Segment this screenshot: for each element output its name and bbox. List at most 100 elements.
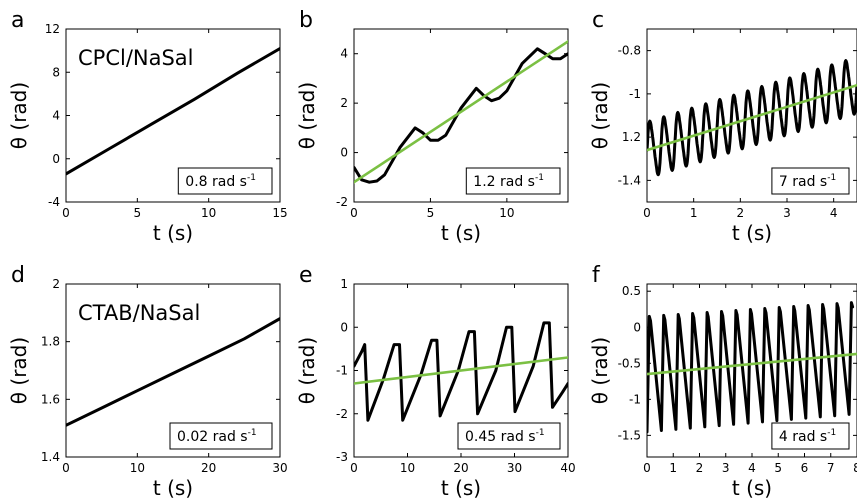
rate-label-box (771, 167, 850, 195)
y-tick-label: -0.5 (618, 356, 641, 370)
x-axis-label: t (s) (153, 476, 193, 499)
rate-label: 0.02 rad s-1 (177, 428, 257, 445)
plot-area-a (66, 47, 280, 176)
y-tick-label: 8 (52, 65, 60, 79)
plot-area-b (354, 40, 568, 184)
x-tick-label: 6 (801, 461, 809, 475)
rate-label-exponent: -1 (535, 173, 544, 183)
panel-c: c0 1 2 3 4-1.41.2-1-0.8t (s)θ (rad)7 rad s-1 (588, 8, 857, 245)
rate-label-exponent: -1 (536, 428, 545, 438)
y-tick-label: 4 (340, 47, 348, 61)
y-tick-label: -3 (336, 450, 348, 464)
x-tick-label: 30 (272, 461, 287, 475)
panel-letter-e: e (299, 263, 313, 288)
y-tick-label: 0 (633, 320, 641, 334)
y-tick-label: -2 (336, 195, 348, 209)
y-tick-label: -1.5 (618, 428, 641, 442)
rate-label-exponent: -1 (248, 428, 257, 438)
rate-label-box (457, 422, 561, 450)
rate-label: 4 rad s-1 (779, 428, 836, 445)
y-tick-label: 0 (52, 152, 60, 166)
fit-line-f (647, 352, 857, 376)
x-axis-label: t (s) (732, 476, 772, 499)
rate-label: 1.2 rad s-1 (473, 173, 544, 190)
axes-frame-b (353, 28, 569, 203)
rate-label-box (177, 167, 273, 195)
fit-line-c (647, 83, 857, 152)
fit-line-e (354, 356, 568, 385)
y-tick-label: 0 (340, 146, 348, 160)
y-tick-label: 1 (340, 277, 348, 291)
y-tick-label: -1 (336, 364, 348, 378)
x-tick-label: 5 (427, 206, 435, 220)
x-tick-label: 7 (827, 461, 835, 475)
panel-letter-c: c (592, 8, 604, 33)
y-tick-label: 2 (52, 277, 60, 291)
panel-f: f 0 1 2 3 4 5 6 7 8 -1.5 -1 -0.5 0 0.5 t (s) θ (rad) 4 ra… (588, 263, 857, 499)
x-tick-label: 5 (774, 461, 782, 475)
panel-letter-d: d (11, 263, 25, 288)
x-tick-label: 10 (499, 206, 514, 220)
x-tick-label: 0 (643, 206, 651, 220)
x-tick-label: 0 (350, 206, 358, 220)
material-label: CTAB/NaSal (78, 301, 200, 325)
y-tick-label: -1 (629, 392, 641, 406)
x-tick-label: 5 (134, 206, 142, 220)
x-tick-label: 4 (830, 206, 838, 220)
x-tick-label: 4 (748, 461, 756, 475)
x-axis-label: t (s) (732, 221, 772, 245)
y-tick-label: 1.4 (41, 450, 60, 464)
x-axis-label: t (s) (441, 476, 481, 499)
x-tick-label: 3 (722, 461, 730, 475)
plot-area-e (354, 321, 568, 422)
x-tick-label: 0 (643, 461, 651, 475)
y-tick-label: 1.8 (41, 335, 60, 349)
x-tick-label: 0 (62, 461, 70, 475)
y-tick-label: 0.5 (622, 284, 641, 298)
rate-label-value: 0.45 rad s (465, 429, 536, 445)
y-tick-label: 2 (340, 96, 348, 110)
x-tick-label: 2 (696, 461, 704, 475)
plot-area-d (66, 317, 280, 427)
x-tick-label: 0 (62, 206, 70, 220)
x-tick-label: 8 (853, 461, 857, 475)
plot-area-c (647, 59, 857, 177)
y-tick-label: -2 (336, 407, 348, 421)
rate-label-value: 0.8 rad s (185, 174, 247, 190)
material-label: CPCl/NaSal (78, 46, 194, 70)
panel-letter-f: f (592, 263, 601, 288)
rate-label: 7 rad s-1 (779, 173, 836, 190)
plot-area-f (647, 301, 857, 434)
fit-line-b (354, 40, 568, 184)
y-tick-label: -1.4 (618, 173, 641, 187)
panel-letter-a: a (11, 8, 24, 33)
y-tick-label: 1.2 (622, 130, 641, 144)
x-tick-label: 0 (350, 461, 358, 475)
panel-e: e 0 10 20 30 40 -3 -2 -1 0 1 t (s) θ (rad) 0.45 rad s… (295, 263, 576, 499)
y-tick-label: 4 (52, 109, 60, 123)
data-line-a (66, 47, 280, 176)
x-axis-label: t (s) (153, 221, 193, 245)
y-axis-label: θ (rad) (295, 337, 319, 404)
x-tick-label: 1 (669, 461, 677, 475)
x-tick-label: 15 (272, 206, 287, 220)
rate-label: 0.45 rad s-1 (465, 428, 545, 445)
x-tick-label: 20 (201, 461, 216, 475)
rate-label-value: 4 rad s (779, 429, 827, 445)
rate-label-value: 0.02 rad s (177, 429, 248, 445)
rate-label: 0.8 rad s-1 (185, 173, 256, 190)
y-axis-label: θ (rad) (7, 82, 31, 149)
rate-label-box (771, 422, 850, 450)
rate-label-box (169, 422, 273, 450)
rate-label-exponent: -1 (827, 173, 836, 183)
y-tick-label: -4 (48, 195, 60, 209)
y-axis-label: θ (rad) (588, 337, 612, 404)
y-tick-label: 1.6 (41, 392, 60, 406)
y-tick-label: 12 (45, 22, 60, 36)
rate-label-box (465, 167, 561, 195)
x-tick-label: 30 (507, 461, 522, 475)
y-tick-label: -0.8 (618, 44, 641, 58)
